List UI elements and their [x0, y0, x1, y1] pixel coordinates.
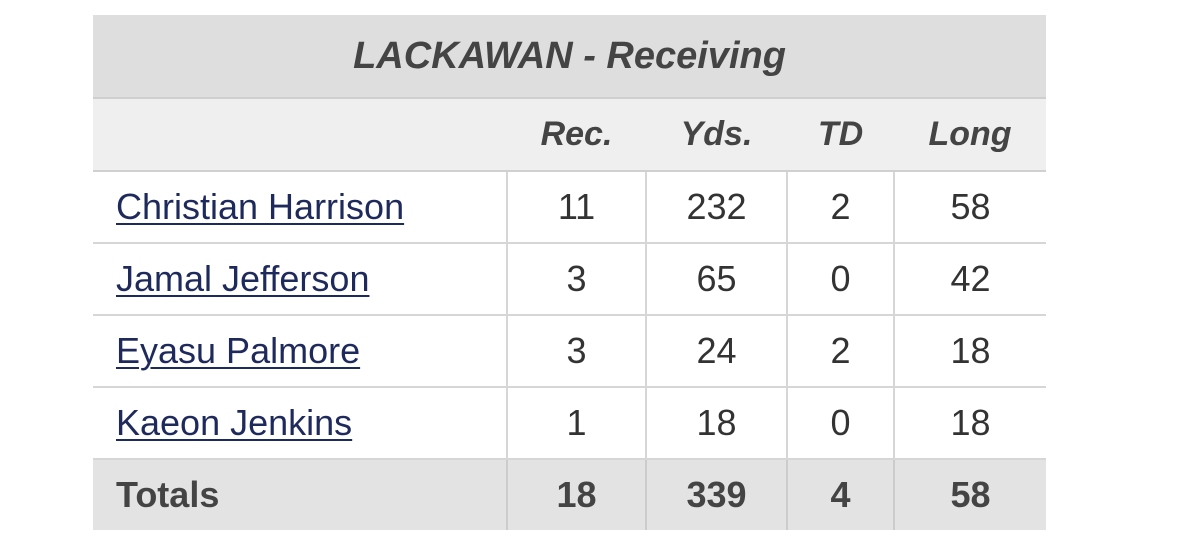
receiving-stats-table: LACKAWAN - Receiving Rec. Yds. TD Long C…	[93, 15, 1047, 530]
td-cell: 2	[786, 315, 894, 388]
long-cell: 18	[892, 387, 1047, 460]
long-cell: 42	[892, 243, 1047, 316]
table-title: LACKAWAN - Receiving	[93, 15, 1047, 99]
header-player	[93, 98, 507, 172]
totals-row: Totals 18 339 4 58	[93, 459, 1047, 530]
title-row: LACKAWAN - Receiving	[93, 15, 1047, 99]
header-rec: Rec.	[507, 98, 646, 172]
rec-cell: 3	[506, 243, 646, 316]
player-link[interactable]: Kaeon Jenkins	[116, 402, 353, 443]
header-yds: Yds.	[646, 98, 787, 172]
table-row: Kaeon Jenkins 1 18 0 18	[93, 387, 1047, 460]
totals-td: 4	[786, 459, 894, 530]
player-cell: Kaeon Jenkins	[93, 387, 507, 460]
player-link[interactable]: Eyasu Palmore	[116, 330, 361, 371]
table-row: Jamal Jefferson 3 65 0 42	[93, 243, 1047, 316]
td-cell: 0	[786, 387, 894, 460]
header-td: TD	[787, 98, 894, 172]
rec-cell: 3	[506, 315, 646, 388]
td-cell: 0	[786, 243, 894, 316]
player-cell: Christian Harrison	[93, 171, 507, 244]
totals-yds: 339	[645, 459, 787, 530]
rec-cell: 11	[506, 171, 646, 244]
totals-label: Totals	[93, 459, 507, 530]
header-long: Long	[894, 98, 1047, 172]
long-cell: 18	[892, 315, 1047, 388]
table-row: Christian Harrison 11 232 2 58	[93, 171, 1047, 244]
yds-cell: 18	[645, 387, 787, 460]
player-cell: Jamal Jefferson	[93, 243, 507, 316]
yds-cell: 24	[645, 315, 787, 388]
table-row: Eyasu Palmore 3 24 2 18	[93, 315, 1047, 388]
player-link[interactable]: Christian Harrison	[116, 186, 405, 227]
rec-cell: 1	[506, 387, 646, 460]
player-cell: Eyasu Palmore	[93, 315, 507, 388]
column-header-row: Rec. Yds. TD Long	[93, 98, 1047, 172]
yds-cell: 65	[645, 243, 787, 316]
totals-rec: 18	[506, 459, 646, 530]
player-link[interactable]: Jamal Jefferson	[116, 258, 370, 299]
long-cell: 58	[892, 171, 1047, 244]
totals-long: 58	[892, 459, 1047, 530]
yds-cell: 232	[645, 171, 787, 244]
td-cell: 2	[786, 171, 894, 244]
